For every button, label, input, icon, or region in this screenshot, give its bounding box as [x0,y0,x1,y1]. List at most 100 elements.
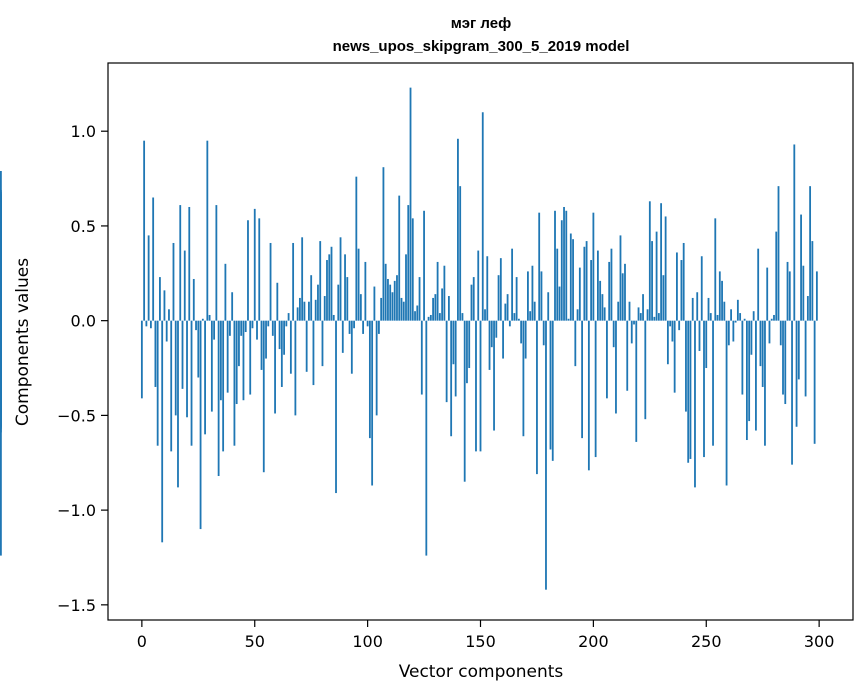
x-tick-label: 200 [578,632,609,651]
bar [364,261,367,321]
y-tick-label: −0.5 [57,406,96,425]
bar [601,294,604,321]
bar [418,277,421,321]
bar [308,301,310,321]
bar [484,309,486,321]
bar [416,305,419,321]
bar [671,320,674,342]
bar [337,284,340,321]
bar [779,320,782,346]
bar [382,167,385,321]
bar [328,254,331,321]
bar [332,314,335,321]
bar [159,277,161,321]
bar [727,320,730,346]
bar [407,205,410,321]
bar [694,320,696,488]
bar [192,278,195,321]
bar [793,144,796,321]
bar [206,140,209,321]
bar [317,284,319,321]
bar [396,275,398,321]
bar [280,320,283,387]
bar [346,277,349,321]
bar [432,297,434,321]
bar [657,313,660,321]
bar [305,320,308,372]
y-axis-label: Components values [13,258,33,426]
bar [238,320,240,367]
bar [554,210,556,321]
bar [0,239,2,321]
bar [515,277,518,321]
bar [617,301,620,321]
bar [576,309,579,321]
bar [339,237,342,321]
bar [687,320,690,463]
x-axis-label: Vector components [399,662,564,682]
bar [705,320,708,369]
bar [813,320,816,444]
bar [240,320,243,336]
bar [741,320,744,395]
bar [224,263,227,321]
bar [335,320,337,494]
bar [664,216,667,321]
bar [488,320,491,370]
bar [190,320,193,446]
bar [508,320,511,327]
bar [152,197,155,321]
bar [405,254,407,321]
bar [621,273,624,321]
bar [438,313,441,321]
bar [565,210,568,321]
bar [366,320,369,327]
bar [594,320,597,458]
bar [716,314,719,321]
bar [168,309,170,321]
bar [522,320,525,437]
bar [244,320,247,333]
bar [425,320,428,556]
bar [362,320,365,334]
bar [256,320,258,340]
bar [761,320,764,387]
bar [457,138,459,321]
bar [217,320,220,477]
bar [590,260,593,321]
bar [750,320,753,355]
bar [287,313,290,321]
bar [289,320,292,374]
bar [359,294,362,321]
bar [163,290,166,321]
bar [502,320,504,359]
bar [177,320,179,488]
bar [732,320,735,342]
bar [585,241,588,321]
bar [219,320,222,401]
bar [276,282,279,321]
bar [215,205,218,321]
bar [782,320,784,395]
bar [633,320,635,325]
bar [147,235,150,321]
bar [556,248,559,321]
y-tick-label: −1.5 [57,596,96,615]
bar [558,286,561,321]
bar [497,275,500,321]
bar [459,186,462,321]
bar [587,320,590,471]
bar [423,210,425,321]
bar [201,318,204,321]
bar [378,320,380,334]
bar [560,220,563,321]
bar [520,320,523,344]
bar [371,320,374,486]
bar [648,201,651,321]
bar [443,265,446,321]
bar [644,320,647,420]
bar [797,320,800,380]
bar [242,320,245,401]
bar [757,248,760,321]
bar [188,206,191,321]
